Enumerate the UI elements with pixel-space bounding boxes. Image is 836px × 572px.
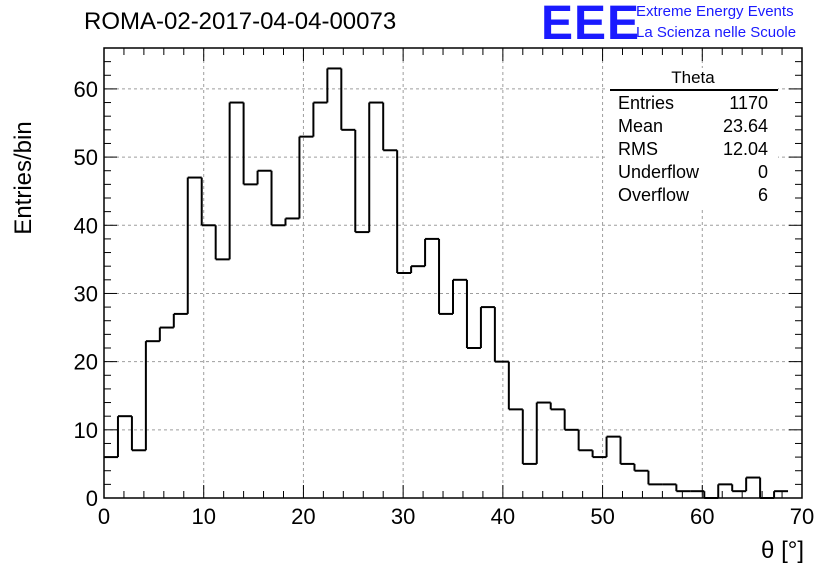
x-tick-label: 50 <box>590 504 614 529</box>
stats-key: Entries <box>618 93 675 113</box>
x-tick-label: 0 <box>98 504 110 529</box>
logo-tagline-2: La Scienza nelle Scuole <box>636 24 797 41</box>
y-tick-label: 40 <box>74 213 98 238</box>
logo-tagline-1: Extreme Energy Events <box>636 3 794 20</box>
stats-divider <box>610 89 778 91</box>
axis-ticks <box>103 47 803 499</box>
y-tick-label: 0 <box>86 486 98 511</box>
stats-key: Overflow <box>618 185 690 205</box>
stats-key: Mean <box>618 116 664 136</box>
x-axis-label: θ [°] <box>761 537 804 564</box>
y-tick-label: 60 <box>74 77 98 102</box>
chart-title: ROMA-02-2017-04-04-00073 <box>84 8 397 35</box>
stats-value: 12.04 <box>722 139 768 159</box>
stats-key: Underflow <box>618 162 700 182</box>
plot-frame <box>103 47 803 499</box>
stats-value: 1170 <box>729 93 768 113</box>
stats-key: RMS <box>618 139 658 159</box>
stats-box: Theta Entries 1170 Mean 23.64 RMS 12.04 … <box>608 68 778 208</box>
eee-logo: EEE <box>541 0 641 50</box>
x-tick-label: 30 <box>391 504 415 529</box>
x-tick-label: 20 <box>291 504 315 529</box>
x-tick-label: 70 <box>790 504 814 529</box>
stats-value: 0 <box>757 162 768 182</box>
y-axis-label: Entries/bin <box>10 121 37 234</box>
x-tick-label: 40 <box>491 504 515 529</box>
stats-value: 23.64 <box>722 116 768 136</box>
x-tick-label: 10 <box>191 504 215 529</box>
x-tick-label: 60 <box>690 504 714 529</box>
y-tick-label: 20 <box>74 350 98 375</box>
y-tick-label: 30 <box>74 281 98 306</box>
stats-title: Theta <box>671 68 715 87</box>
histogram-bars <box>104 67 789 499</box>
stats-value: 6 <box>757 185 768 205</box>
y-tick-label: 50 <box>74 145 98 170</box>
y-tick-label: 10 <box>74 418 98 443</box>
